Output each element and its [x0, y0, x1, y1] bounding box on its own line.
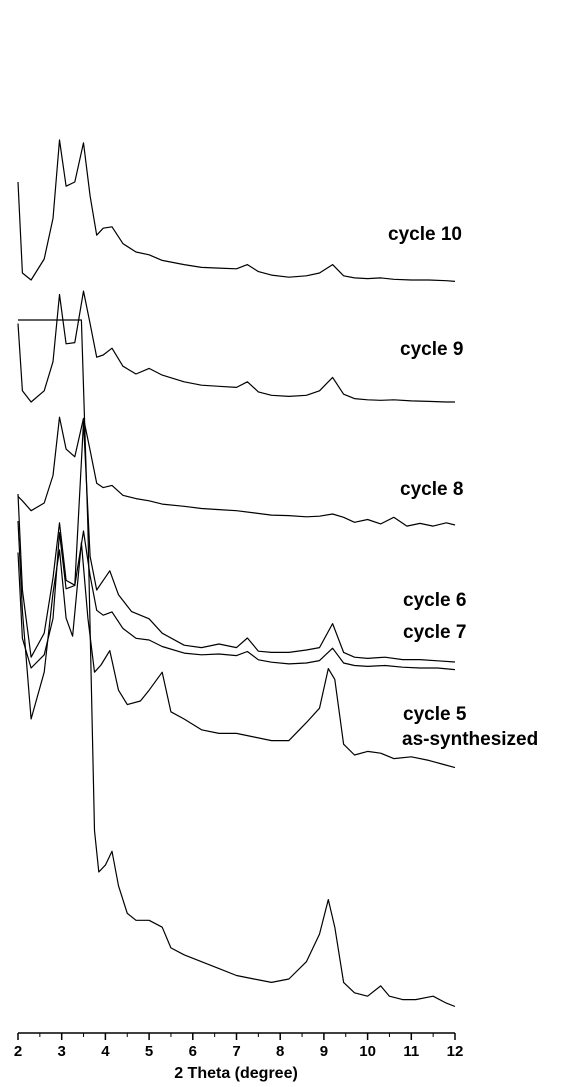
x-tick-label: 9: [320, 1043, 328, 1060]
series-label-cycle-9: cycle 9: [400, 339, 463, 360]
x-tick-label: 12: [447, 1043, 464, 1060]
x-tick-label: 6: [189, 1043, 197, 1060]
trace-cycle-8: [17, 416, 456, 527]
x-tick-label: 3: [58, 1043, 66, 1060]
x-tick-label: 2: [14, 1043, 22, 1060]
series-label-cycle-8: cycle 8: [400, 479, 463, 500]
x-tick-label: 5: [145, 1043, 153, 1060]
series-label-as-synthesized: as-synthesized: [402, 729, 538, 750]
series-label-cycle-7: cycle 7: [403, 622, 466, 643]
series-label-cycle-5: cycle 5: [403, 704, 467, 725]
x-tick-label: 4: [101, 1043, 110, 1060]
trace-cycle-10: [17, 139, 456, 282]
series-labels: as-synthesized cycle 5 cycle 6 cycle 7 cycle…: [388, 224, 538, 750]
x-tick-label: 11: [403, 1043, 419, 1060]
x-tick-label: 10: [359, 1043, 376, 1060]
x-axis: 2 3 4 5 6 7 8 9 10 11 12: [14, 1032, 464, 1060]
trace-cycle-6: [17, 421, 456, 663]
series-label-cycle-6: cycle 6: [403, 590, 466, 611]
trace-cycle-5: [17, 520, 456, 769]
series-label-cycle-10: cycle 10: [388, 224, 462, 245]
trace-cycle-9: [17, 290, 455, 403]
xrd-traces: [17, 139, 456, 1008]
x-tick-label: 8: [276, 1043, 284, 1060]
trace-cycle-7: [17, 530, 456, 671]
trace-as-synthesized: [18, 319, 456, 1008]
x-axis-ticks: 2 3 4 5 6 7 8 9 10 11 12: [14, 1033, 464, 1060]
x-tick-label: 7: [232, 1043, 240, 1060]
x-axis-title: 2 Theta (degree): [174, 1065, 298, 1082]
